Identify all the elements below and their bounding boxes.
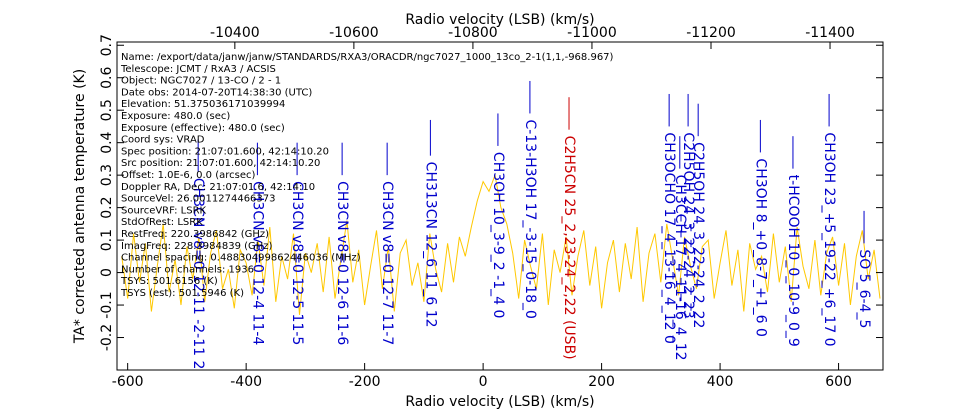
line-label: CH3CN v8=0 12-5 11-5	[289, 181, 305, 345]
y-axis-label: TA* corrected antenna temperature (K)	[72, 69, 88, 344]
y-tick-label: 0	[99, 268, 115, 277]
line-label: CH3CN v8=0 12-4 11-4	[249, 181, 265, 345]
x-tick-label: -600	[112, 374, 144, 390]
y-tick-label: 0.5	[99, 99, 115, 121]
info-line: SourceVel: 26.0011274466373	[121, 194, 276, 205]
line-label: CH3OH 23_+5_19-22_+6_17 0	[821, 132, 837, 346]
info-line: Spec position: 21:07:01.600, 42:14:10.20	[121, 146, 329, 157]
info-line: Telescope: JCMT / RxA3 / ACSIS	[120, 64, 276, 75]
y-tick-label: 0.4	[99, 131, 115, 153]
y-tick-label: 0.2	[99, 196, 115, 218]
line-label: CH3OH 10_3-9_2 -1_4 0	[490, 152, 506, 318]
info-line: Src position: 21:07:01.600, 42:14:10.20	[121, 158, 320, 169]
info-line: Channel spacing: 0.48830499862446036 (MH…	[121, 253, 361, 264]
info-line: Number of channels: 1936	[121, 264, 254, 275]
x-axis-label: Radio velocity (LSB) (km/s)	[405, 394, 594, 410]
x-tick-label: 0	[479, 374, 488, 390]
info-line: TSYS (est): 501.5946 (K)	[120, 288, 244, 299]
line-label: CH3OCHO 17_4_13-16_4_12 0	[661, 132, 677, 343]
x2-tick-label: -11200	[686, 25, 736, 41]
line-label: C2H5OH 24_3_22-24_2_23	[680, 132, 696, 318]
line-label: CH3CN v8=0 12-11 -2-11 2	[190, 178, 206, 370]
plot-frame	[116, 41, 884, 371]
x2-tick-label: -10400	[210, 25, 260, 41]
info-line: ImagFreq: 228.3984839 (GHz)	[121, 241, 273, 252]
info-line: Date obs: 2014-07-20T14:38:30 (UTC)	[121, 87, 312, 98]
info-line: Exposure: 480.0 (sec)	[121, 111, 230, 122]
y-tick-label: -0.1	[99, 291, 115, 318]
info-line: SourceVRF: LSRK	[121, 205, 207, 216]
line-label: SO 5_6-4_5	[856, 249, 872, 328]
x-tick-label: 200	[588, 374, 615, 390]
info-line: Object: NGC7027 / 13-CO / 2 - 1	[121, 76, 281, 87]
line-label: C2H5OH 24_3_22-24_2_22	[690, 142, 706, 328]
line-label: CH3CCH 17_4_11-16_4_12	[672, 175, 688, 361]
info-line: RestFreq: 220.3986842 (GHz)	[121, 229, 269, 240]
x-tick-label: -200	[349, 374, 381, 390]
info-line: Exposure (effective): 480.0 (sec)	[121, 123, 285, 134]
info-line: StdOfRest: LSRK	[121, 217, 203, 228]
line-label: C2H5CN 25_2,23-24_2,22 (USB)	[561, 136, 577, 360]
x-tick-label: -400	[230, 374, 262, 390]
line-label: C-13-H3OH 17_-3-15_0-18_0	[522, 119, 538, 318]
line-label: CH3CN v8=0 12-6 11-6	[334, 181, 350, 345]
y-tick-label: 0.7	[99, 34, 115, 56]
y-tick-label: 0.6	[99, 66, 115, 88]
info-line: Name: /export/data/janw/janw/STANDARDS/R…	[121, 52, 614, 63]
x2-tick-label: -11400	[805, 25, 855, 41]
info-line: Doppler RA, Dec: 21:07:01.6, 42:14:10	[121, 182, 315, 193]
y-tick-label: -0.2	[99, 324, 115, 351]
line-label: CH3CN v8=0 12-7 11-7	[379, 181, 395, 345]
y-tick-label: 0.1	[99, 229, 115, 251]
info-line: TSYS: 501.6156 (K)	[120, 276, 218, 287]
info-line: Coord sys: VRAD	[121, 135, 205, 146]
line-label: CH3OH 8_+0_8-7_+1_6 0	[752, 158, 768, 337]
info-line: Offset: 1.0E-6, 0.0 (arcsec)	[121, 170, 256, 181]
spectrum	[121, 173, 881, 315]
x-tick-label: 600	[825, 374, 852, 390]
x2-tick-label: -10800	[448, 25, 498, 41]
x2-tick-label: -11000	[567, 25, 617, 41]
x2-axis-label: Radio velocity (LSB) (km/s)	[405, 12, 594, 28]
y-tick-label: 0.3	[99, 164, 115, 186]
line-label: t-HCOOH 10_0_10-9_0_9	[785, 175, 801, 347]
line-label: CH313CN 12_6 11_6 12	[422, 162, 438, 328]
x-tick-label: 400	[707, 374, 734, 390]
x2-tick-label: -10600	[329, 25, 379, 41]
info-line: Elevation: 51.375036171039994	[121, 99, 285, 110]
plot-area: CH3CN v8=0 12-11 -2-11 2 CH3CN v8=0 12-4 …	[121, 80, 881, 370]
